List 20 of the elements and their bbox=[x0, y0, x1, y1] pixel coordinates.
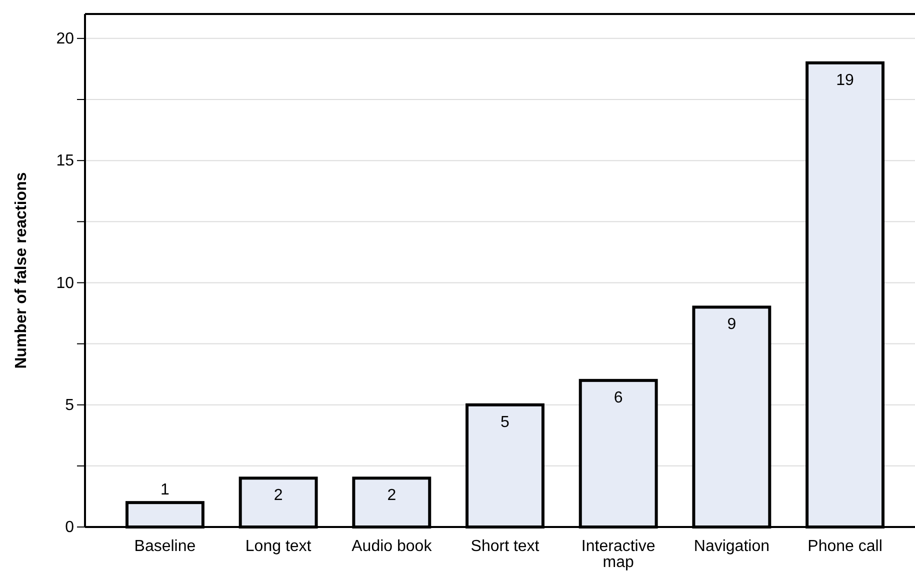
x-tick-label: Interactive map bbox=[581, 538, 656, 571]
x-tick-label: Audio book bbox=[352, 538, 433, 555]
y-tick-label: 20 bbox=[56, 30, 74, 48]
data-label: 2 bbox=[274, 487, 283, 504]
x-tick-label: Baseline bbox=[134, 538, 196, 555]
y-axis-title: Number of false reactions bbox=[13, 172, 30, 369]
x-tick-label: Short text bbox=[470, 538, 540, 555]
x-tick-label: Navigation bbox=[694, 538, 770, 555]
data-label: 1 bbox=[160, 482, 170, 499]
y-tick-label: 0 bbox=[65, 519, 74, 536]
data-label: 5 bbox=[500, 414, 510, 431]
data-label: 9 bbox=[727, 316, 736, 334]
data-label: 19 bbox=[836, 72, 854, 89]
y-tick-label: 10 bbox=[56, 274, 74, 292]
data-label: 6 bbox=[614, 389, 623, 406]
x-tick-label: Phone call bbox=[808, 538, 882, 555]
y-tick-label: 15 bbox=[56, 152, 74, 170]
x-tick-label: Long text bbox=[245, 538, 312, 555]
data-label: 2 bbox=[387, 487, 396, 504]
y-tick-label: 5 bbox=[65, 396, 74, 414]
